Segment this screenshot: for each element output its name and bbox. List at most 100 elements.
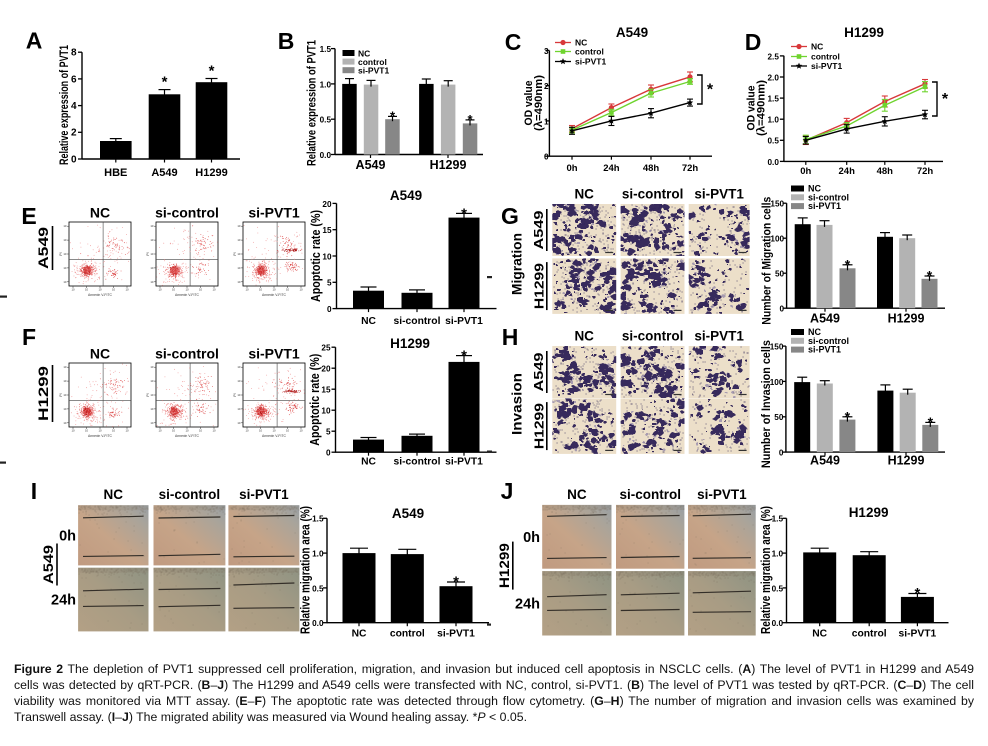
svg-text:si-PVT1: si-PVT1 [808, 345, 841, 355]
svg-text:0.5: 0.5 [312, 584, 324, 593]
svg-text:0.5: 0.5 [772, 584, 784, 593]
svg-text:150: 150 [770, 342, 784, 351]
svg-text:si-control: si-control [394, 316, 441, 327]
svg-text:2.5: 2.5 [768, 52, 780, 61]
svg-text:72h: 72h [917, 166, 934, 177]
svg-text:10: 10 [85, 288, 89, 292]
svg-text:si-control: si-control [619, 487, 681, 502]
svg-text:10: 10 [286, 429, 290, 433]
svg-text:Annexin V-FITC: Annexin V-FITC [262, 434, 286, 438]
svg-text:Relative expression of PVT1: Relative expression of PVT1 [305, 40, 319, 166]
svg-text:H1299: H1299 [844, 25, 884, 40]
svg-text:10: 10 [299, 429, 303, 433]
svg-text:24h: 24h [839, 166, 856, 177]
svg-text:si-control: si-control [159, 487, 221, 502]
svg-text:48h: 48h [877, 166, 894, 177]
svg-text:Number of Migration cells: Number of Migration cells [760, 196, 774, 324]
svg-text:NC: NC [90, 346, 110, 362]
svg-text:*: * [461, 205, 467, 222]
svg-text:si-PVT1: si-PVT1 [697, 487, 747, 502]
svg-text:si-PVT1: si-PVT1 [694, 187, 744, 202]
svg-text:H1299: H1299 [532, 403, 547, 449]
svg-text:0h: 0h [59, 528, 76, 544]
svg-text:10: 10 [158, 288, 162, 292]
svg-text:10: 10 [237, 238, 241, 242]
svg-text:H1299: H1299 [532, 263, 547, 309]
svg-text:NC: NC [358, 49, 370, 59]
svg-text:H1299: H1299 [195, 167, 227, 179]
svg-text:10: 10 [63, 238, 67, 242]
svg-text:*: * [942, 91, 949, 108]
svg-text:0: 0 [544, 153, 549, 162]
svg-text:10: 10 [150, 280, 154, 284]
svg-text:0: 0 [326, 449, 331, 458]
svg-text:si-PVT1: si-PVT1 [811, 61, 842, 71]
svg-text:1.5: 1.5 [312, 515, 324, 524]
svg-text:si-PVT1: si-PVT1 [899, 629, 937, 640]
svg-text:A549: A549 [616, 25, 648, 40]
svg-text:10: 10 [212, 429, 216, 433]
svg-text:NC: NC [574, 187, 594, 202]
svg-text:10: 10 [63, 393, 67, 397]
svg-text:10: 10 [63, 407, 67, 411]
svg-text:*: * [162, 74, 168, 91]
svg-text:A549: A549 [531, 353, 546, 392]
svg-text:PI: PI [233, 252, 237, 255]
svg-text:si-control: si-control [808, 192, 849, 202]
svg-text:*: * [390, 108, 396, 123]
svg-text:*: * [914, 585, 920, 602]
svg-text:0.5: 0.5 [768, 137, 780, 146]
svg-text:si-PVT1: si-PVT1 [437, 629, 475, 640]
svg-text:Migration: Migration [510, 233, 525, 295]
svg-text:A549: A549 [531, 211, 546, 250]
svg-text:0h: 0h [800, 166, 811, 177]
svg-text:E: E [21, 203, 36, 229]
svg-text:150: 150 [770, 200, 784, 209]
svg-text:*: * [453, 574, 459, 591]
svg-text:10: 10 [237, 407, 241, 411]
svg-text:A549: A549 [810, 312, 840, 326]
svg-text:25: 25 [321, 344, 331, 353]
svg-text:1.0: 1.0 [312, 550, 324, 559]
svg-text:1.5: 1.5 [768, 95, 780, 104]
svg-text:PI: PI [59, 252, 63, 255]
svg-text:10: 10 [199, 288, 203, 292]
svg-text:0: 0 [327, 305, 332, 314]
svg-text:24h: 24h [51, 593, 76, 609]
svg-text:10: 10 [245, 429, 249, 433]
svg-text:H1299: H1299 [35, 366, 51, 421]
svg-text:24h: 24h [603, 163, 620, 174]
svg-text:0h: 0h [566, 163, 577, 174]
svg-text:OD value: OD value [523, 81, 535, 126]
svg-text:100: 100 [770, 235, 784, 244]
svg-text:D: D [745, 29, 762, 55]
svg-text:0.0: 0.0 [768, 158, 780, 167]
svg-text:A549: A549 [356, 158, 386, 172]
svg-text:*: * [845, 408, 851, 424]
svg-text:H1299: H1299 [430, 158, 467, 172]
svg-text:10: 10 [237, 224, 241, 228]
svg-text:0: 0 [779, 449, 784, 458]
svg-text:PI: PI [233, 393, 237, 396]
svg-text:10: 10 [237, 280, 241, 284]
svg-text:10: 10 [63, 280, 67, 284]
svg-text:10: 10 [272, 288, 276, 292]
svg-text:10: 10 [237, 421, 241, 425]
svg-text:10: 10 [237, 379, 241, 383]
svg-text:10: 10 [150, 224, 154, 228]
svg-text:Relative migration area (%): Relative migration area (%) [759, 506, 773, 634]
svg-text:2: 2 [71, 128, 77, 139]
svg-text:H1299: H1299 [390, 336, 430, 351]
svg-text:0h: 0h [523, 530, 540, 546]
svg-text:1.0: 1.0 [320, 80, 332, 89]
svg-text:0: 0 [71, 154, 77, 165]
svg-text:NC: NC [352, 629, 367, 640]
svg-text:10: 10 [259, 429, 263, 433]
svg-text:20: 20 [321, 365, 331, 374]
svg-text:10: 10 [185, 288, 189, 292]
svg-text:10: 10 [172, 429, 176, 433]
svg-text:10: 10 [63, 224, 67, 228]
svg-text:10: 10 [63, 379, 67, 383]
svg-text:1: 1 [544, 117, 549, 126]
svg-text:NC: NC [574, 329, 594, 344]
